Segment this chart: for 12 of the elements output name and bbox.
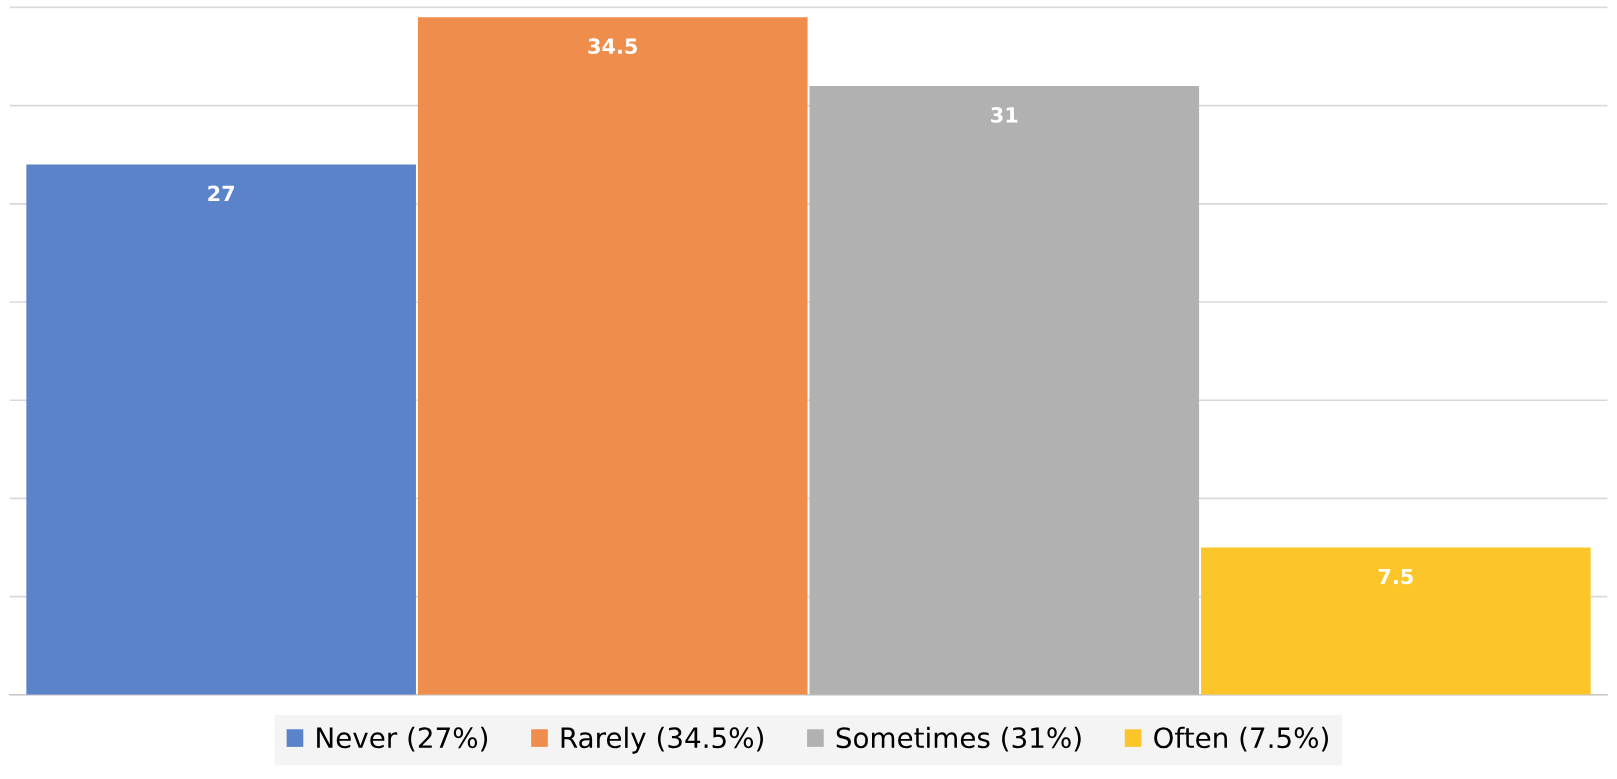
- legend-label: Sometimes (31%): [836, 726, 1081, 752]
- data-label: 27: [208, 185, 234, 202]
- bar: [1201, 547, 1591, 695]
- data-label: 7.5: [1378, 568, 1413, 585]
- legend-label: Often (7.5%): [1154, 726, 1328, 752]
- data-label: 31: [991, 107, 1018, 123]
- bar: [26, 164, 416, 695]
- bar: [417, 17, 808, 695]
- legend-label: Never (27%): [317, 726, 488, 752]
- legend-label: Rarely (34.5%): [561, 726, 764, 754]
- bar: [809, 85, 1200, 695]
- data-label: 34.5: [588, 38, 637, 55]
